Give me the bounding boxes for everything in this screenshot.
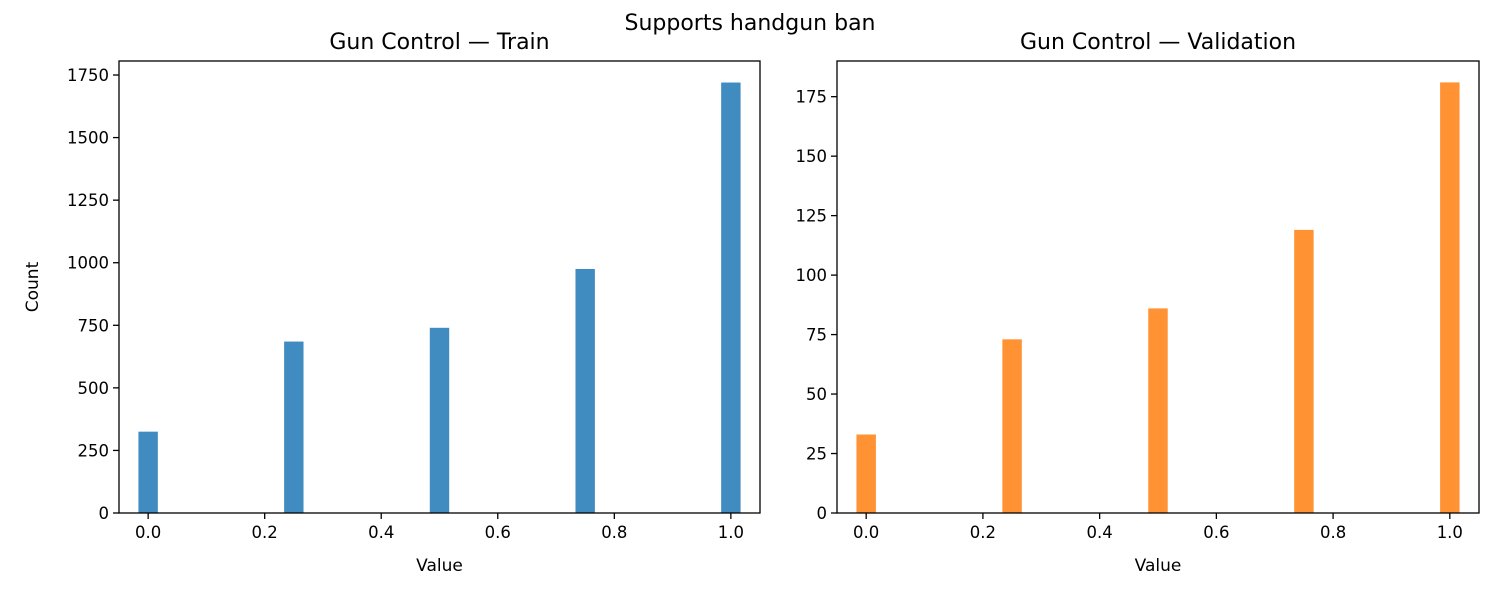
validation-bar-3	[1294, 229, 1314, 513]
train-xtick-label-3: 0.6	[485, 523, 511, 542]
validation-bar-4	[1440, 82, 1460, 514]
validation-bar-1	[1002, 339, 1022, 513]
validation-title: Gun Control — Validation	[1020, 30, 1296, 55]
validation-xlabel: Value	[1135, 556, 1182, 576]
validation-ytick-label-0: 0	[817, 504, 828, 523]
train-ytick-label-2: 500	[78, 379, 110, 398]
validation-xtick-label-5: 1.0	[1437, 523, 1463, 542]
validation-xtick-label-3: 0.6	[1203, 523, 1229, 542]
validation-ytick-label-6: 150	[796, 147, 828, 166]
train-xtick-label-1: 0.2	[252, 523, 278, 542]
validation-xtick-label-0: 0.0	[853, 523, 879, 542]
train-bar-2	[429, 327, 450, 513]
figure-suptitle: Supports handgun ban	[625, 11, 876, 36]
train-xtick-label-0: 0.0	[135, 523, 161, 542]
train-axes-frame	[118, 60, 761, 514]
validation-ytick-label-1: 25	[806, 445, 827, 464]
validation-histogram: 0.0 0.2 0.4 0.6 0.8 1.0 0 25 50 75 100 125 150 175 Gun…	[796, 30, 1480, 576]
validation-bar-0	[856, 434, 876, 513]
train-xlabel: Value	[416, 556, 463, 576]
train-ytick-label-1: 250	[78, 441, 110, 460]
train-ytick-label-3: 750	[78, 316, 110, 335]
train-ytick-label-7: 1750	[67, 66, 109, 85]
train-ylabel: Count	[23, 261, 43, 312]
train-bar-3	[575, 268, 595, 513]
train-bar-4	[721, 82, 741, 514]
validation-ytick-label-4: 100	[796, 266, 828, 285]
validation-bar-2	[1148, 308, 1168, 513]
train-ytick-label-6: 1500	[67, 129, 109, 148]
train-ytick-label-5: 1250	[67, 191, 109, 210]
validation-ytick-label-7: 175	[796, 88, 828, 107]
validation-ytick-label-3: 75	[806, 326, 827, 345]
validation-ytick-label-5: 125	[796, 207, 828, 226]
train-ytick-label-0: 0	[99, 504, 110, 523]
validation-xtick-label-4: 0.8	[1320, 523, 1346, 542]
train-title: Gun Control — Train	[329, 30, 549, 55]
train-xtick-label-5: 1.0	[718, 523, 744, 542]
validation-xtick-label-1: 0.2	[970, 523, 996, 542]
train-xtick-label-2: 0.4	[368, 523, 394, 542]
validation-ytick-label-2: 50	[806, 385, 827, 404]
train-xtick-label-4: 0.8	[601, 523, 627, 542]
train-bar-0	[138, 431, 158, 513]
validation-axes-frame	[836, 60, 1480, 514]
train-bar-1	[284, 341, 304, 513]
train-histogram: 0.0 0.2 0.4 0.6 0.8 1.0 0 250 500 750 1000 1250 1500…	[23, 30, 761, 576]
validation-xtick-label-2: 0.4	[1087, 523, 1113, 542]
train-ytick-label-4: 1000	[67, 254, 109, 273]
